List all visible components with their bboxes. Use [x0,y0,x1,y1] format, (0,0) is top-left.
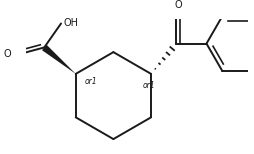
Text: O: O [174,0,182,10]
Text: O: O [4,49,11,59]
Polygon shape [42,45,76,74]
Text: OH: OH [64,18,78,28]
Text: or1: or1 [84,77,97,86]
Text: or1: or1 [142,81,155,90]
